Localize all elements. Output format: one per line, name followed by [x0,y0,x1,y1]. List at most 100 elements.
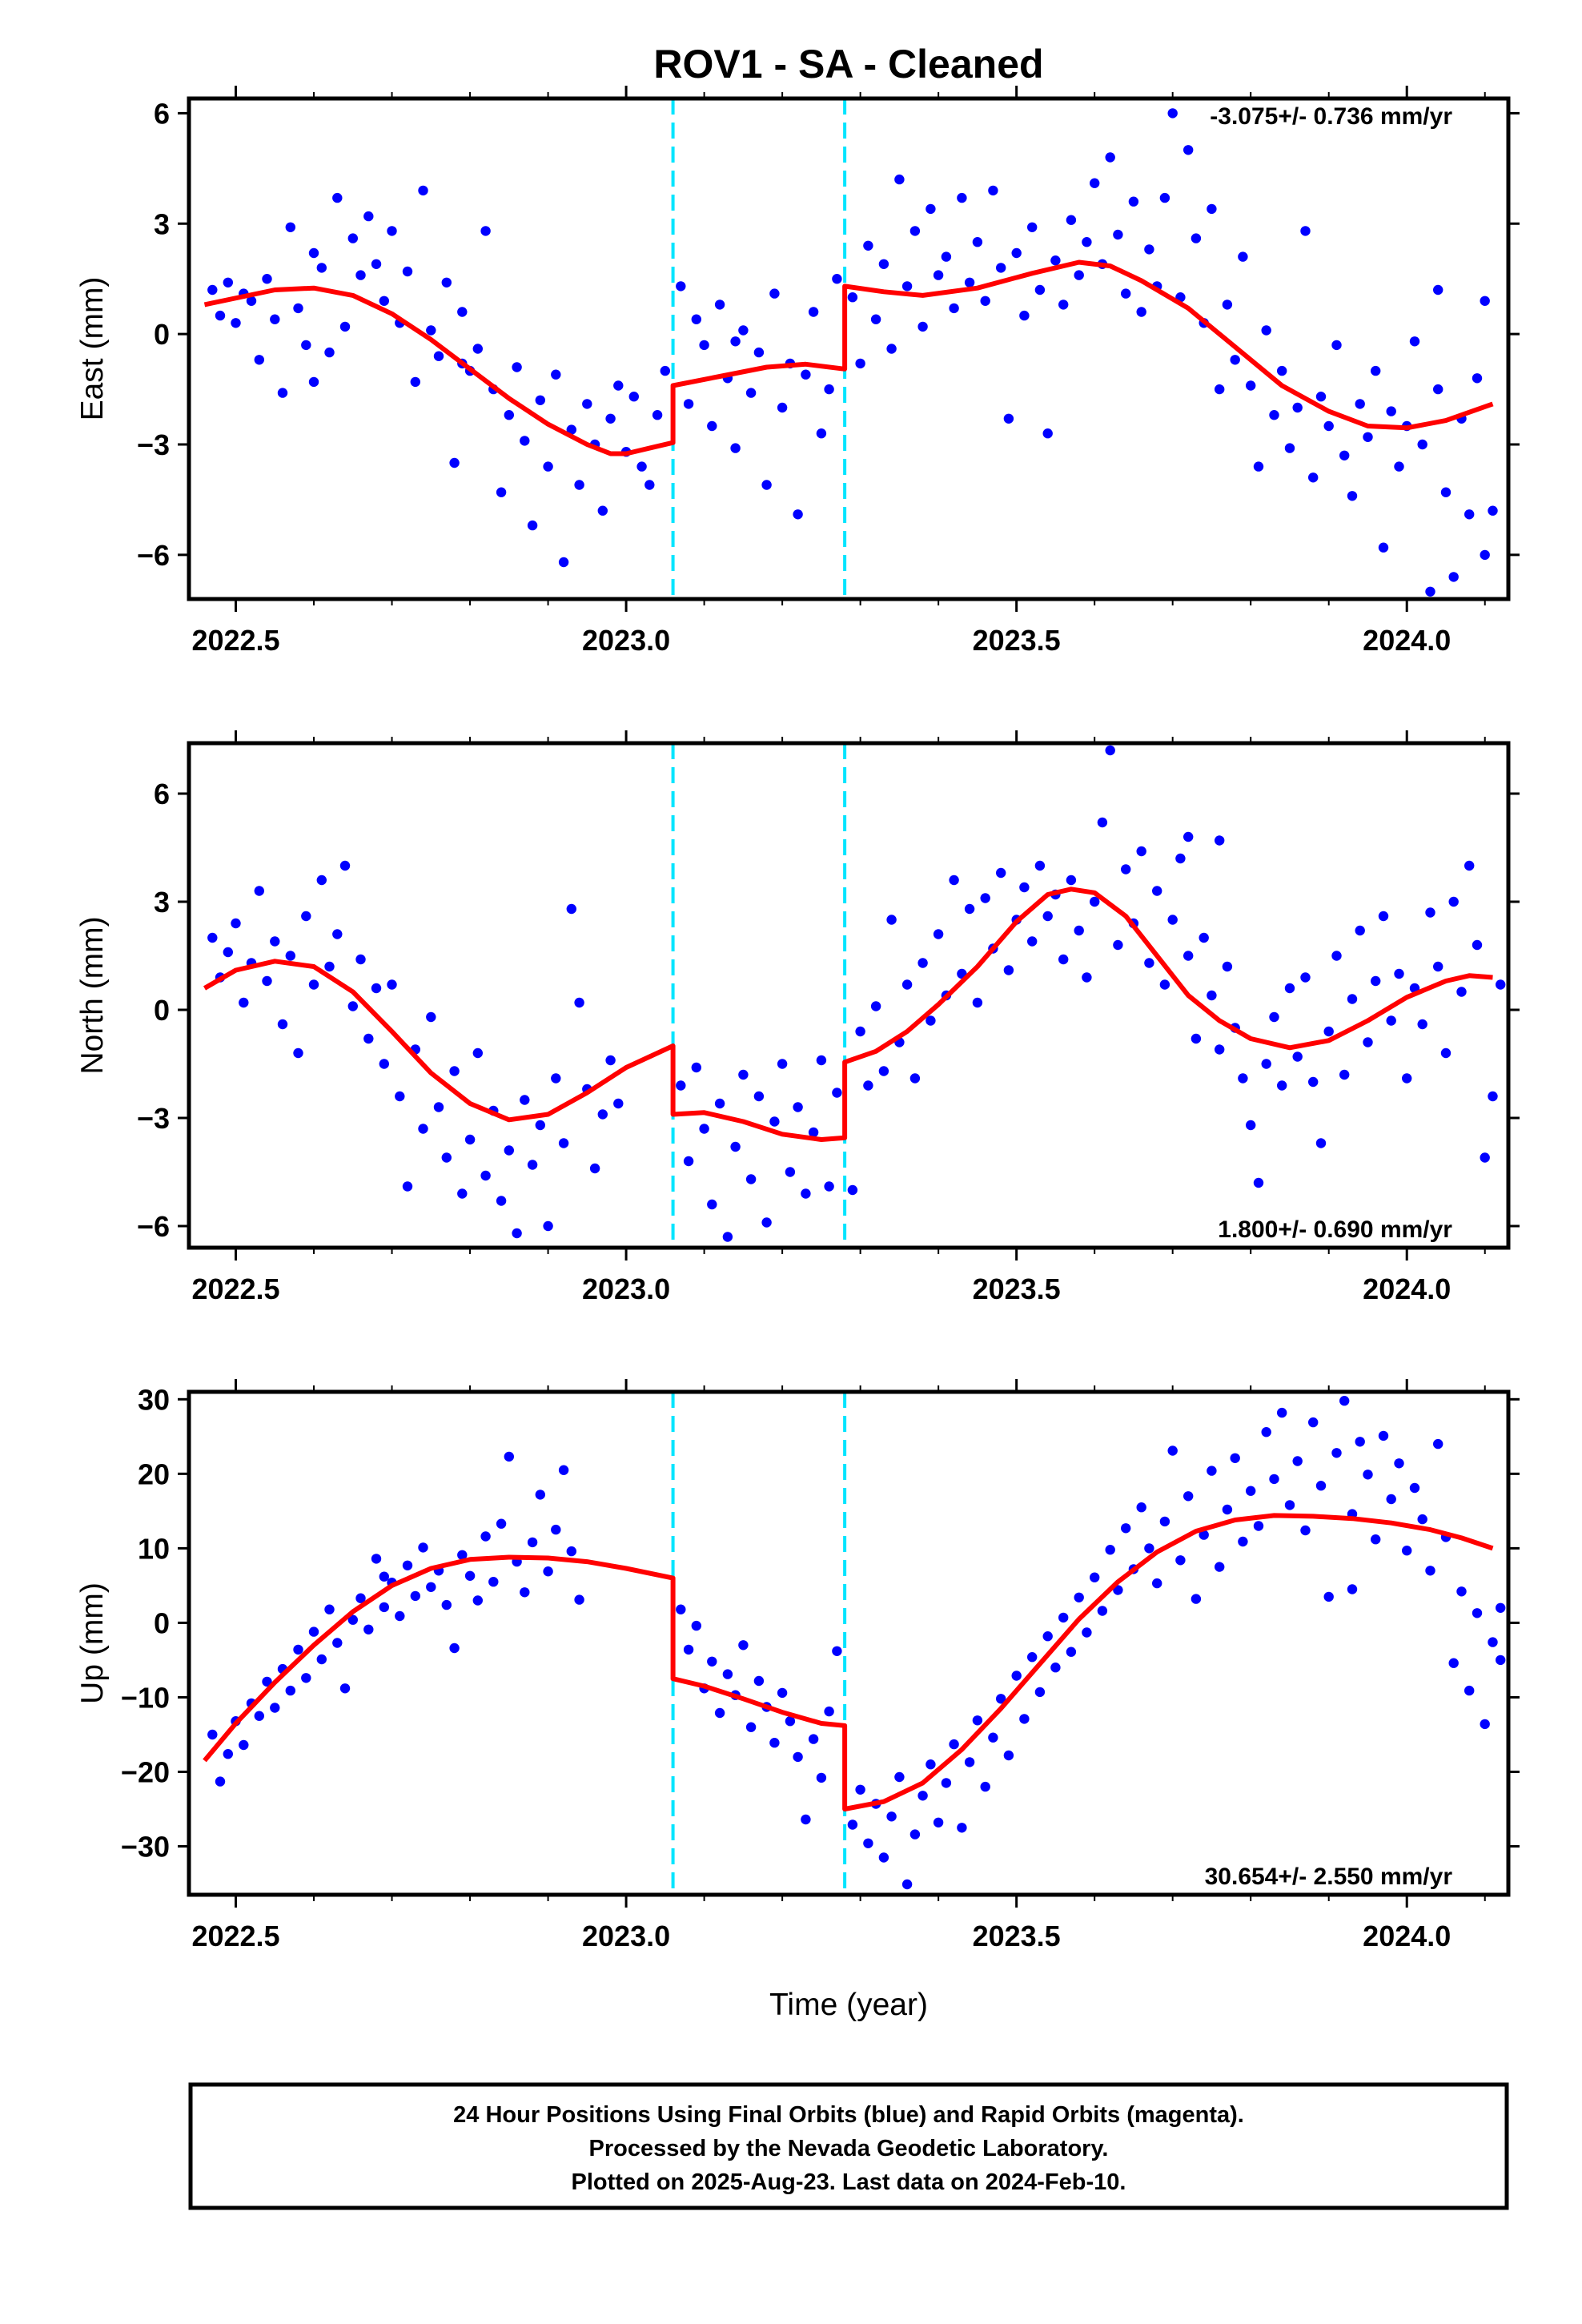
data-point [480,1531,491,1542]
data-point [738,325,749,336]
data-point [1269,1474,1279,1485]
data-point [824,384,834,395]
data-point [543,1220,553,1232]
data-point [730,336,741,347]
data-point [801,1814,811,1825]
data-point [1433,961,1443,972]
x-tick-label: 2023.5 [973,1273,1061,1305]
data-point [816,1055,827,1066]
data-point [886,915,897,925]
data-point [457,1550,468,1561]
data-point [855,1784,865,1795]
data-point [972,997,983,1008]
data-point [1246,1486,1256,1496]
data-point [1371,1534,1381,1545]
data-point [1315,1481,1327,1491]
data-point [566,424,576,435]
data-point [332,929,343,939]
data-point [1292,402,1303,413]
data-point [808,1734,819,1744]
data-point [449,1066,460,1076]
data-point [558,1138,569,1148]
data-point [589,1163,600,1174]
y-tick-label: 3 [154,886,170,919]
x-tick-label: 2023.0 [582,1920,670,1952]
data-point [676,1604,686,1614]
y-axis-title-up: Up (mm) [75,1582,110,1704]
data-point [551,369,561,380]
data-point [886,1811,897,1822]
data-point [1175,1555,1186,1566]
data-point [855,1026,865,1037]
data-point [379,1059,389,1069]
data-point [1323,1591,1334,1602]
data-point [870,314,881,324]
data-point [1191,233,1202,243]
data-point [418,185,428,196]
data-point [472,344,483,354]
data-point [316,263,327,273]
data-point [551,1524,561,1535]
data-point [597,1109,608,1120]
data-point [363,1033,374,1044]
data-point [1480,1719,1490,1730]
data-point [363,1624,374,1635]
data-point [1402,1073,1412,1084]
data-point [1261,1059,1271,1069]
data-point [1034,1687,1046,1698]
data-point [1284,983,1295,994]
data-point [917,958,928,968]
data-point [308,247,319,259]
data-point [1488,1637,1498,1647]
data-point [480,1170,491,1181]
data-point [808,307,819,317]
data-point [1269,410,1279,420]
velocity-label-up: 30.654+/- 2.550 mm/yr [1205,1864,1453,1890]
data-point [231,918,241,929]
data-point [339,1683,351,1694]
y-tick-label: 0 [154,318,170,351]
data-point [496,487,507,497]
points-north [207,745,1506,1242]
data-point [745,388,757,398]
data-point [449,1642,460,1654]
data-point [207,932,218,943]
data-point [1315,1138,1327,1148]
data-point [699,340,709,351]
data-point [1347,491,1358,501]
data-point [1144,1543,1154,1554]
data-point [652,410,663,420]
panel-north: 6 3 0 −3 −6 2022.5 2023.0 2023.5 2024.0 North (mm… [75,730,1520,1305]
data-point [1433,384,1443,395]
plot-frame [187,96,1511,601]
data-point [1003,413,1014,424]
data-point [379,1602,389,1613]
data-point [964,903,975,915]
data-point [870,1001,881,1011]
y-tick-label: 6 [154,778,170,810]
data-point [1136,1502,1146,1513]
data-point [1331,340,1342,351]
data-point [801,369,811,380]
data-point [1394,461,1404,472]
data-point [551,1073,561,1084]
data-point [270,1703,280,1713]
data-point [1261,1427,1271,1437]
y-tick-label: 3 [154,207,170,240]
data-point [285,222,295,232]
data-point [996,867,1006,879]
data-point [324,347,335,358]
data-point [347,1614,358,1625]
data-point [597,505,608,516]
points-east [207,108,1498,597]
data-point [239,997,249,1008]
data-point [246,296,257,306]
data-point [1159,979,1170,990]
data-point [1128,196,1139,207]
data-point [878,259,889,269]
x-tick-label: 2022.5 [191,1920,279,1952]
data-point [1464,1685,1475,1696]
data-point [582,399,592,409]
data-point [1488,1091,1498,1102]
data-point [793,509,803,520]
